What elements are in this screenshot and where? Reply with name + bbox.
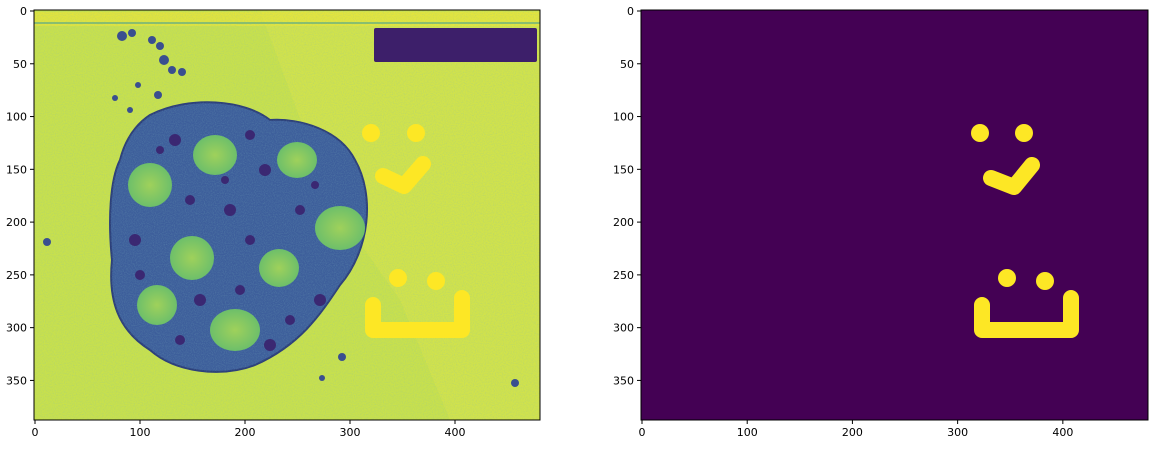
- debris: [43, 29, 519, 387]
- annotation-smiley-left: [362, 124, 470, 338]
- right-x-ticks: 0 100 200 300 400: [639, 420, 1073, 439]
- x-tick-label: 400: [445, 426, 466, 439]
- right-y-ticks: 0 50 100 150 200 250 300 350: [613, 5, 641, 387]
- micrograph-image: [34, 10, 540, 420]
- x-tick-label: 300: [340, 426, 361, 439]
- left-panel: 0 100 200 300 400 0 50 100 150 200 250 300 350: [6, 5, 541, 439]
- y-tick-label: 300: [613, 322, 634, 335]
- y-tick-label: 250: [613, 269, 634, 282]
- x-tick-label: 200: [235, 426, 256, 439]
- x-tick-label: 300: [947, 426, 968, 439]
- left-y-ticks: 0 50 100 150 200 250 300 350: [6, 5, 34, 387]
- y-tick-label: 50: [13, 58, 27, 71]
- left-axes-frame: [33, 9, 541, 421]
- x-tick-label: 100: [130, 426, 151, 439]
- y-tick-label: 0: [20, 5, 27, 18]
- y-tick-label: 350: [6, 374, 27, 387]
- y-tick-label: 300: [6, 322, 27, 335]
- y-tick-label: 150: [613, 163, 634, 176]
- y-tick-label: 0: [627, 5, 634, 18]
- x-tick-label: 100: [737, 426, 758, 439]
- left-x-ticks: 0 100 200 300 400: [32, 420, 466, 439]
- y-tick-label: 150: [6, 163, 27, 176]
- y-tick-label: 100: [613, 111, 634, 124]
- y-tick-label: 200: [613, 216, 634, 229]
- x-tick-label: 0: [32, 426, 39, 439]
- x-tick-label: 200: [842, 426, 863, 439]
- x-tick-label: 0: [639, 426, 646, 439]
- mask-image: [641, 10, 1148, 420]
- y-tick-label: 50: [620, 58, 634, 71]
- y-tick-label: 200: [6, 216, 27, 229]
- mask-smiley: [971, 124, 1079, 338]
- right-panel: 0 100 200 300 400 0 50 100 150 200 250 300 350: [613, 5, 1149, 439]
- scale-bar-label: [374, 28, 537, 62]
- right-axes-frame: [640, 9, 1149, 421]
- y-tick-label: 350: [613, 374, 634, 387]
- cell: [109, 101, 368, 373]
- y-tick-label: 100: [6, 111, 27, 124]
- x-tick-label: 400: [1052, 426, 1073, 439]
- y-tick-label: 250: [6, 269, 27, 282]
